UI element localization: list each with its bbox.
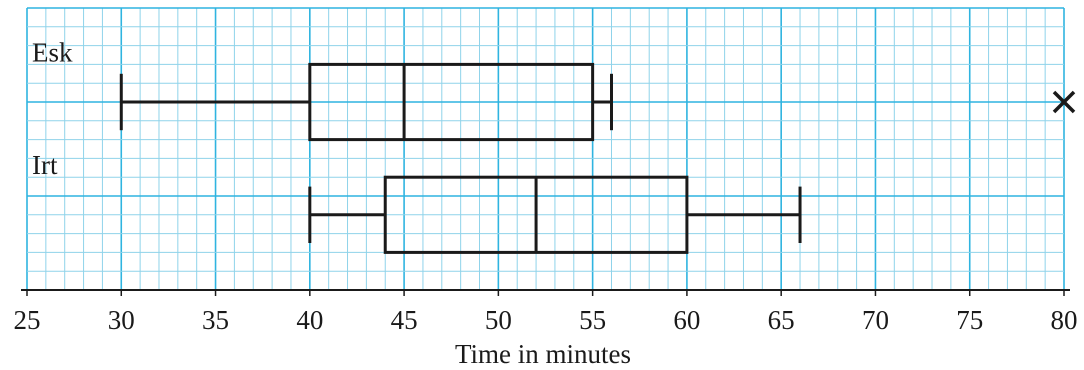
x-axis: 25 30 35 40 45 50 55 60 65 70 75 80 [14, 289, 1078, 335]
box-plots: Esk Irt [32, 37, 1076, 254]
x-tick-label: 75 [956, 305, 983, 335]
x-tick-label: 60 [673, 305, 700, 335]
series-label: Esk [32, 37, 73, 67]
x-tick-label: 30 [108, 305, 135, 335]
x-tick-label: 55 [579, 305, 606, 335]
iqr-box [308, 62, 595, 142]
x-tick-label: 65 [768, 305, 795, 335]
series-label: Irt [32, 150, 58, 180]
x-tick-label: 40 [296, 305, 323, 335]
grid [26, 7, 1065, 291]
box-plot-irt: Irt [32, 150, 802, 254]
x-axis-label: Time in minutes [455, 339, 631, 369]
x-tick-label: 70 [862, 305, 889, 335]
x-tick-label: 50 [485, 305, 512, 335]
x-tick-label: 45 [391, 305, 418, 335]
x-tick-label: 25 [14, 305, 41, 335]
box-plot-esk: Esk [32, 37, 1076, 142]
x-tick-label: 80 [1051, 305, 1078, 335]
x-tick-label: 35 [202, 305, 229, 335]
outlier-marker [1052, 90, 1076, 114]
